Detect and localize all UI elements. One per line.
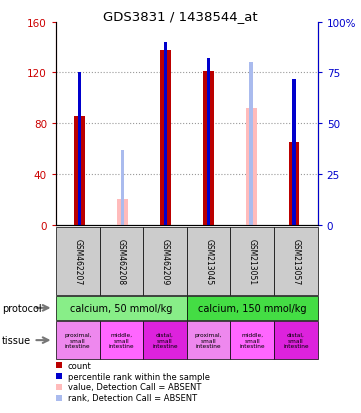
Text: distal,
small
intestine: distal, small intestine xyxy=(152,332,178,349)
Text: rank, Detection Call = ABSENT: rank, Detection Call = ABSENT xyxy=(68,393,197,402)
Bar xyxy=(160,50,171,225)
Bar xyxy=(249,63,253,225)
Bar xyxy=(78,74,81,225)
Text: GSM213057: GSM213057 xyxy=(291,238,300,284)
Bar xyxy=(74,116,85,225)
Bar xyxy=(164,43,167,225)
Text: calcium, 50 mmol/kg: calcium, 50 mmol/kg xyxy=(70,303,173,313)
Text: proximal,
small
intestine: proximal, small intestine xyxy=(64,332,92,349)
Text: tissue: tissue xyxy=(2,335,31,345)
Text: middle,
small
intestine: middle, small intestine xyxy=(239,332,265,349)
Text: proximal,
small
intestine: proximal, small intestine xyxy=(195,332,222,349)
Text: count: count xyxy=(68,361,92,370)
Text: GSM462209: GSM462209 xyxy=(161,238,170,284)
Bar xyxy=(292,79,296,225)
Text: middle,
small
intestine: middle, small intestine xyxy=(109,332,134,349)
Text: value, Detection Call = ABSENT: value, Detection Call = ABSENT xyxy=(68,382,201,392)
Text: GDS3831 / 1438544_at: GDS3831 / 1438544_at xyxy=(103,10,258,23)
Bar xyxy=(203,72,214,225)
Bar xyxy=(289,143,299,225)
Text: distal,
small
intestine: distal, small intestine xyxy=(283,332,309,349)
Text: GSM462207: GSM462207 xyxy=(73,238,82,284)
Text: GSM213051: GSM213051 xyxy=(248,238,257,284)
Bar xyxy=(117,200,128,225)
Text: percentile rank within the sample: percentile rank within the sample xyxy=(68,372,210,381)
Bar xyxy=(206,59,210,225)
Text: protocol: protocol xyxy=(2,303,42,313)
Bar xyxy=(246,109,257,225)
Bar xyxy=(121,150,124,225)
Text: calcium, 150 mmol/kg: calcium, 150 mmol/kg xyxy=(198,303,306,313)
Text: GSM213045: GSM213045 xyxy=(204,238,213,284)
Text: GSM462208: GSM462208 xyxy=(117,238,126,284)
